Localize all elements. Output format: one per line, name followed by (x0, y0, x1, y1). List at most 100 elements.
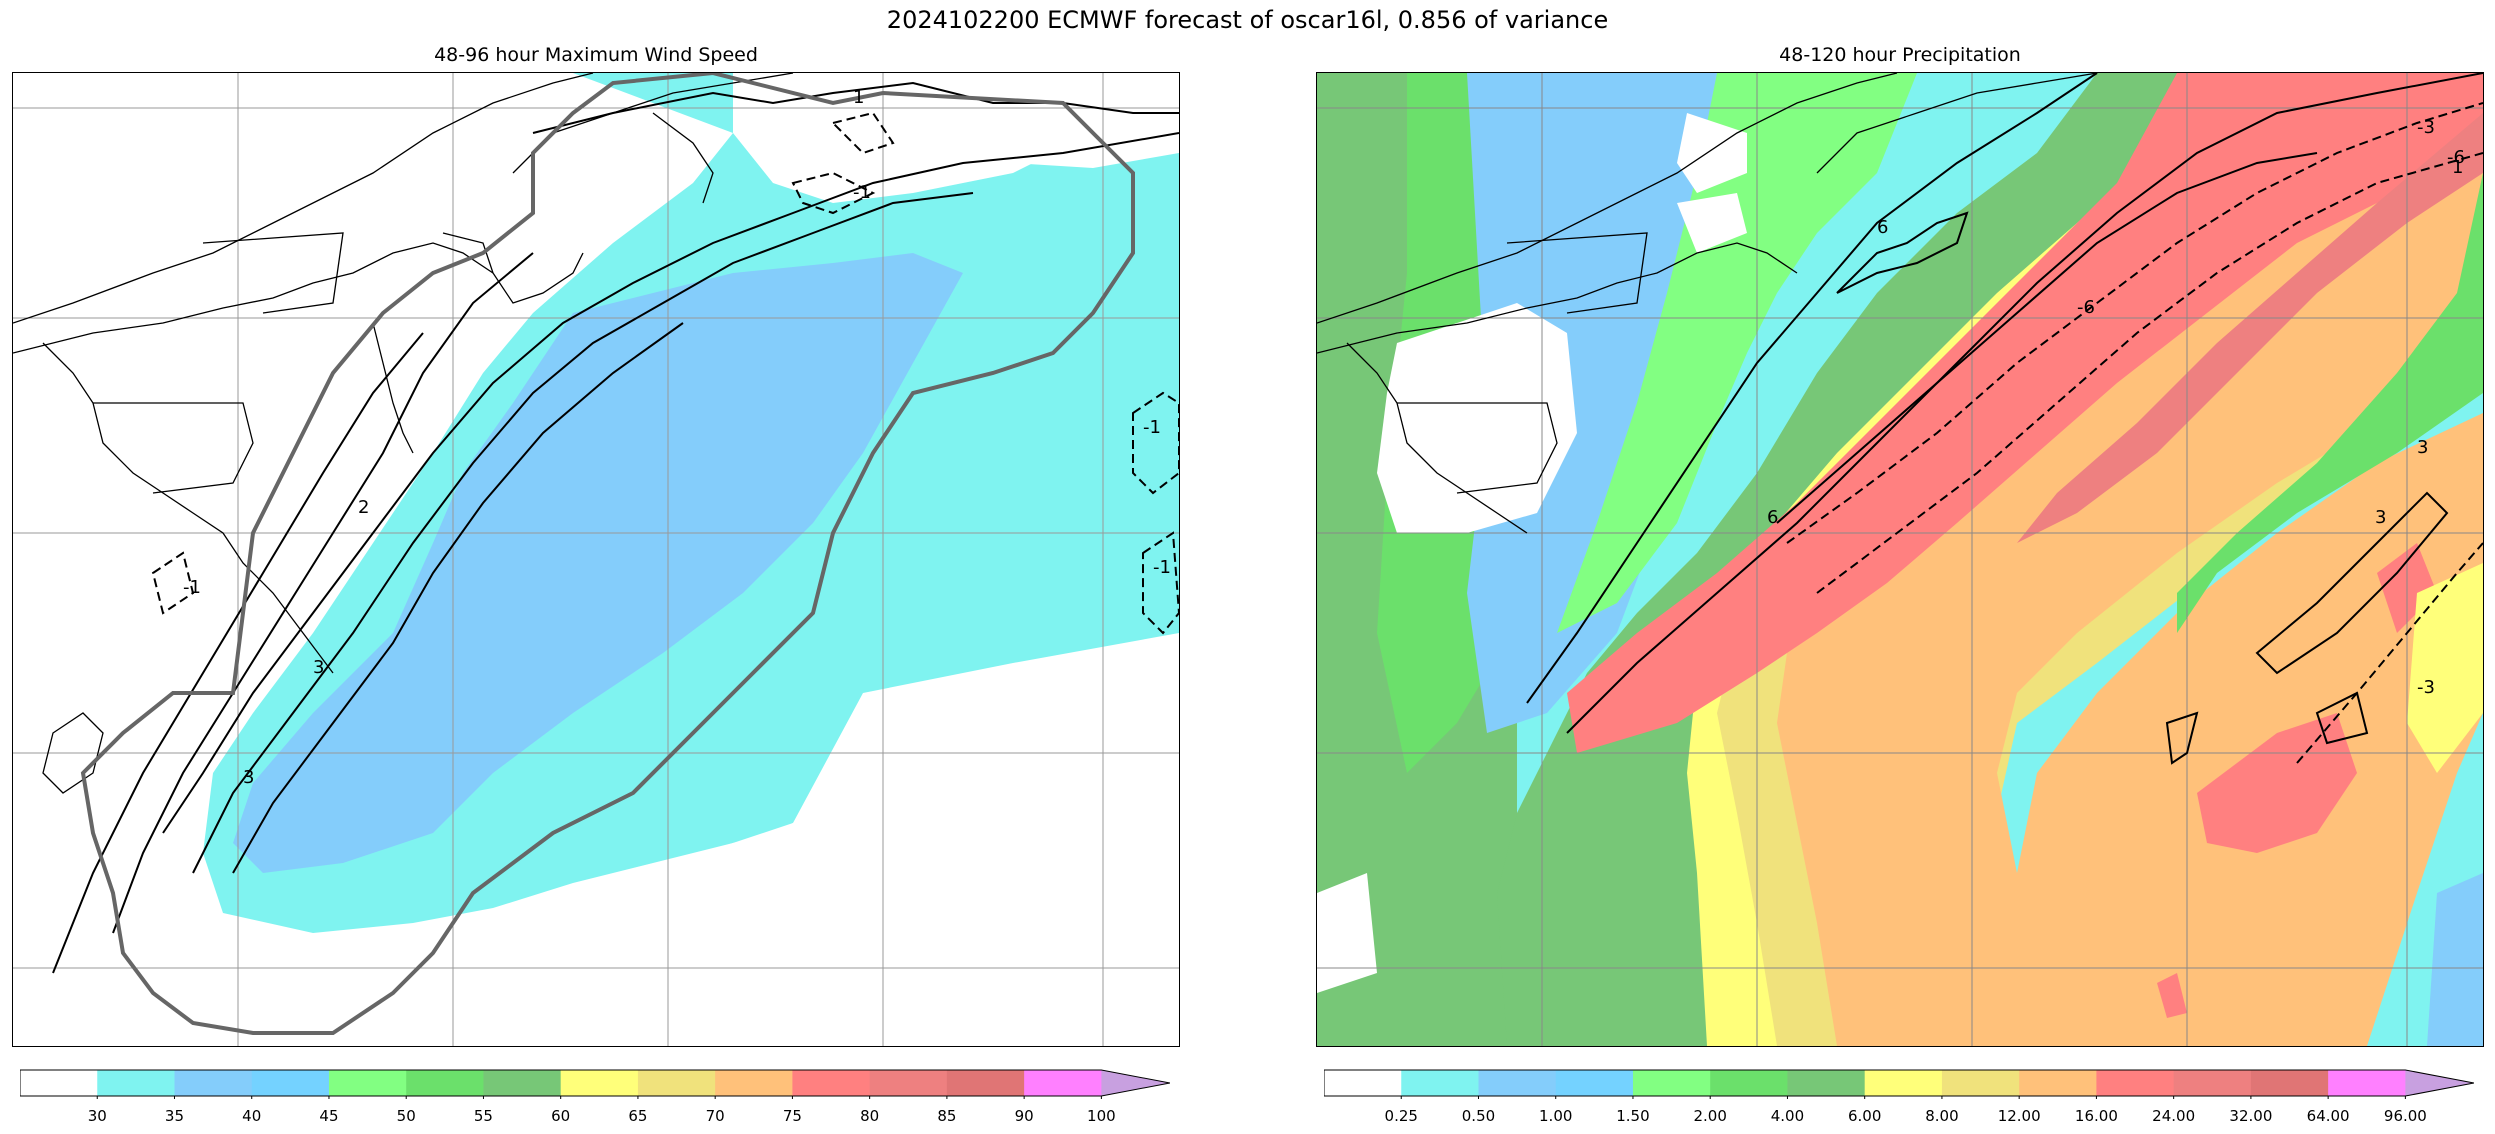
colorbar-swatch (1787, 1070, 1866, 1096)
colorbar-swatch (174, 1070, 253, 1096)
colorbar-tick-label: 30 (87, 1107, 107, 1125)
colorbar-tick-label: 0.50 (1461, 1107, 1496, 1125)
coastlines (1317, 73, 2098, 534)
colorbar-swatch (869, 1070, 948, 1096)
colorbar-tick-label: 90 (1014, 1107, 1034, 1125)
colorbar-swatch (2405, 1070, 2474, 1096)
wind-region-outline (80, 73, 1135, 1035)
left-colorbar-ticks: 30 35 40 45 50 55 60 65 70 75 80 85 90 100 (20, 1103, 1170, 1129)
colorbar-swatch (792, 1070, 871, 1096)
contour-label: -1 (1143, 417, 1161, 438)
colorbar-tick-label: 1.00 (1539, 1107, 1573, 1125)
colorbar-tick-label: 60 (551, 1107, 571, 1125)
colorbar-tick-label: 50 (396, 1107, 416, 1125)
colorbar-swatch (328, 1070, 407, 1096)
colorbar-tick-label: 1.50 (1616, 1107, 1650, 1125)
contour-label: 3 (313, 657, 324, 678)
colorbar-tick-label: 8.00 (1925, 1107, 1959, 1125)
wind-dashed-contours (151, 111, 1179, 635)
colorbar-swatch (251, 1070, 330, 1096)
contour-label: 3 (2417, 437, 2428, 458)
coastlines (13, 73, 794, 794)
colorbar-tick-label: 85 (937, 1107, 957, 1125)
colorbar-tick-label: 0.25 (1384, 1107, 1418, 1125)
wind-shading-blue (233, 253, 963, 873)
colorbar-swatch (1478, 1070, 1557, 1096)
contour-labels: -1 -1 -1 -1 1 2 3 3 (183, 87, 1171, 788)
contour-label: 1 (2452, 157, 2463, 178)
colorbar-swatch (2096, 1070, 2175, 1096)
colorbar-swatch (1710, 1070, 1788, 1096)
contour-label: 1 (853, 87, 864, 108)
contour-label: -1 (853, 182, 871, 203)
colorbar-swatch (1555, 1070, 1634, 1096)
colorbar-tick-label: 80 (860, 1107, 880, 1125)
colorbar-tick-label: 65 (628, 1107, 648, 1125)
colorbar-swatch (2250, 1070, 2329, 1096)
precip-contours (1526, 73, 2483, 765)
contour-label: -6 (2447, 147, 2465, 168)
precip-dashed-contours (1786, 102, 2483, 764)
contour-label: -3 (2417, 117, 2435, 138)
colorbar-tick-label: 32.00 (2229, 1107, 2273, 1125)
contour-label: -6 (2077, 297, 2095, 318)
colorbar-swatch (20, 1070, 98, 1096)
right-panel-title: 48-120 hour Precipitation (1779, 44, 2021, 66)
colorbar-swatch (1941, 1070, 2020, 1096)
colorbar-swatch (1864, 1070, 1943, 1096)
wind-contours (52, 81, 1179, 974)
colorbar-outline (19, 1069, 1171, 1097)
figure-title: 2024102200 ECMWF forecast of oscar16l, 0… (886, 6, 1609, 34)
colorbar-swatch (406, 1070, 484, 1096)
colorbar-swatch (2328, 1070, 2406, 1096)
colorbar-swatch (1024, 1070, 1102, 1096)
colorbar-swatch (1101, 1070, 1170, 1096)
right-colorbar-swatches (1323, 1069, 2475, 1100)
colorbar-tick-label: 96.00 (2383, 1107, 2427, 1125)
colorbar-tick-label: 75 (782, 1107, 802, 1125)
grid-lines (1317, 73, 2483, 1046)
colorbar-tick-label: 70 (705, 1107, 725, 1125)
colorbar-swatch (97, 1070, 175, 1096)
contour-label: -1 (183, 577, 201, 598)
left-colorbar: 30 35 40 45 50 55 60 65 70 75 80 85 90 100 (19, 1069, 1171, 1129)
colorbar-tick-label: 40 (242, 1107, 262, 1125)
colorbar-swatch (715, 1070, 793, 1096)
colorbar-swatch (946, 1070, 1025, 1096)
colorbar-tick-label: 64.00 (2306, 1107, 2350, 1125)
colorbar-tick-label: 55 (473, 1107, 493, 1125)
left-panel-title: 48-96 hour Maximum Wind Speed (434, 44, 758, 66)
colorbar-tick-label: 16.00 (2074, 1107, 2118, 1125)
colorbar-tick-label: 12.00 (1997, 1107, 2041, 1125)
right-colorbar: 0.25 0.50 1.00 1.50 2.00 4.00 6.00 8.00 12.00 16.… (1323, 1069, 2475, 1129)
colorbar-swatch (483, 1070, 562, 1096)
colorbar-tick-label: 6.00 (1847, 1107, 1882, 1125)
colorbar-outline (1323, 1069, 2475, 1097)
contour-label: 6 (1877, 217, 1888, 238)
colorbar-swatch (560, 1070, 639, 1096)
grid-lines (13, 73, 1179, 1046)
colorbar-tick-label: 24.00 (2152, 1107, 2196, 1125)
right-map-panel: -6 -3 -3 -6 3 3 6 6 1 (1316, 72, 2484, 1047)
contour-label: -3 (2417, 677, 2435, 698)
contour-label: 3 (2375, 507, 2386, 528)
colorbar-tick-label: 45 (319, 1107, 339, 1125)
contour-labels: -6 -3 -3 -6 3 3 6 6 1 (1767, 117, 2465, 698)
colorbar-tick-label: 100 (1087, 1107, 1116, 1125)
contour-label: 6 (1767, 507, 1778, 528)
colorbar-tick-label: 35 (164, 1107, 185, 1125)
contour-label: 3 (243, 767, 254, 788)
contour-label: 2 (358, 497, 369, 518)
colorbar-swatch (2173, 1070, 2252, 1096)
colorbar-tick-label: 4.00 (1770, 1107, 1805, 1125)
colorbar-swatch (2019, 1070, 2097, 1096)
colorbar-swatch (1632, 1070, 1711, 1096)
colorbar-swatch (637, 1070, 716, 1096)
left-map-panel: -1 -1 -1 -1 1 2 3 3 (12, 72, 1180, 1047)
colorbar-tick-label: 2.00 (1693, 1107, 1727, 1125)
contour-label: -1 (1153, 557, 1171, 578)
colorbar-swatch (1324, 1070, 1402, 1096)
right-colorbar-ticks: 0.25 0.50 1.00 1.50 2.00 4.00 6.00 8.00 12.00 16.… (1324, 1103, 2474, 1129)
colorbar-swatch (1401, 1070, 1479, 1096)
left-colorbar-swatches (19, 1069, 1171, 1100)
